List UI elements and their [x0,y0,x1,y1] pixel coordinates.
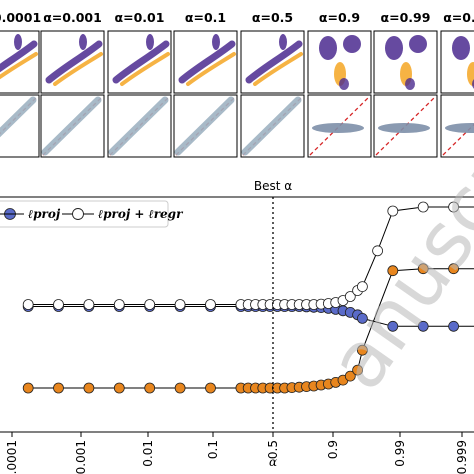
legend-marker-combined [72,208,84,220]
regression-scatter [174,96,235,156]
regression-scatter [0,96,37,138]
embedding-cloud [112,40,170,84]
legend-label-proj: ℓproj [28,207,61,221]
x-tick-label: 0.001 [74,440,88,474]
x-tick-label: 0.99 [393,440,407,467]
data-point [144,299,156,310]
data-point [205,382,216,394]
watermark-text: anuscri [312,121,474,405]
alpha-panel-label: α=0.5 [252,10,293,25]
regression-scatter [41,96,102,156]
regression-scatter [108,96,169,156]
data-point [83,299,95,310]
embedding-cloud [385,36,403,60]
regression-scatter [312,123,364,133]
embedding-cloud [409,35,427,53]
data-point [113,382,125,394]
data-point [417,201,429,213]
data-point [22,299,34,310]
legend: ℓproj ℓproj + ℓregr [0,200,184,228]
x-tick-label: 0.5 [266,440,280,459]
data-point [387,320,399,332]
alpha-panel-label: α=0.9 [319,10,360,25]
main-chart: Best α 0.0001 0.001 0.01 0.1 0.5 0.9 0.99 0.999… [0,179,474,474]
data-point [344,370,356,382]
data-point [356,344,368,356]
regression-scatter [445,123,474,133]
alpha-panel-label: α=0.999 [443,10,474,25]
embedding-cloud [405,78,415,90]
data-point [448,263,460,275]
data-point [144,382,156,394]
embedding-cloud [79,34,87,50]
best-alpha-annotation: Best α [254,179,292,193]
embedding-cloud [467,62,474,86]
data-point [53,299,64,310]
embedding-cloud [178,40,236,84]
data-point [448,320,460,332]
data-point [387,205,399,217]
alpha-panel-label: α=0.99 [381,10,431,25]
data-point [448,201,460,213]
embedding-cloud [53,52,103,86]
alpha-panel-label: α=0.0001 [0,10,41,25]
data-point [387,265,399,277]
embedding-cloud [279,34,287,50]
regression-scatter [378,123,430,133]
data-point [83,382,95,394]
alpha-panel-label: α=0.01 [115,10,165,25]
data-point [356,312,368,324]
regression-scatter [241,96,302,156]
data-point [22,382,34,394]
embedding-cloud [14,34,22,50]
embedding-cloud [339,78,349,90]
x-tick-label: 0.999 [455,440,469,474]
x-tick-label: 0.1 [206,440,220,459]
embedding-cloud [319,36,337,60]
embedding-cloud [146,34,154,50]
embedding-cloud [253,52,303,86]
x-tick-layer: 0.0001 0.001 0.01 0.1 0.5 0.9 0.99 0.999 [5,432,469,474]
series-layer [22,201,474,394]
embedding-cloud [45,40,103,84]
alpha-panel-label: α=0.001 [43,10,102,25]
legend-label-combined: ℓproj + ℓregr [98,207,184,221]
main-plot-frame [0,196,474,433]
embedding-cloud [0,40,38,73]
x-tick-label: 0.01 [141,440,155,467]
x-tick-label: 0.9 [326,440,340,459]
data-point [113,299,125,310]
data-point [352,364,364,376]
data-point [344,291,356,302]
data-point [174,299,186,310]
embedding-cloud [0,52,38,80]
embedding-cloud [245,40,303,84]
embedding-cloud [452,36,470,60]
embedding-cloud [120,52,170,86]
embedding-cloud [212,34,220,50]
data-point [174,382,186,394]
alpha-panel-label: α=0.1 [185,10,226,25]
embedding-cloud [186,52,236,86]
data-point [356,281,368,293]
embedding-cloud [343,35,361,53]
x-axis-label: α [269,455,277,469]
x-tick-label: 0.0001 [5,440,19,474]
data-point [53,382,64,394]
data-point [205,299,216,310]
data-point [372,245,384,257]
data-point [417,263,429,275]
data-point [417,320,429,332]
